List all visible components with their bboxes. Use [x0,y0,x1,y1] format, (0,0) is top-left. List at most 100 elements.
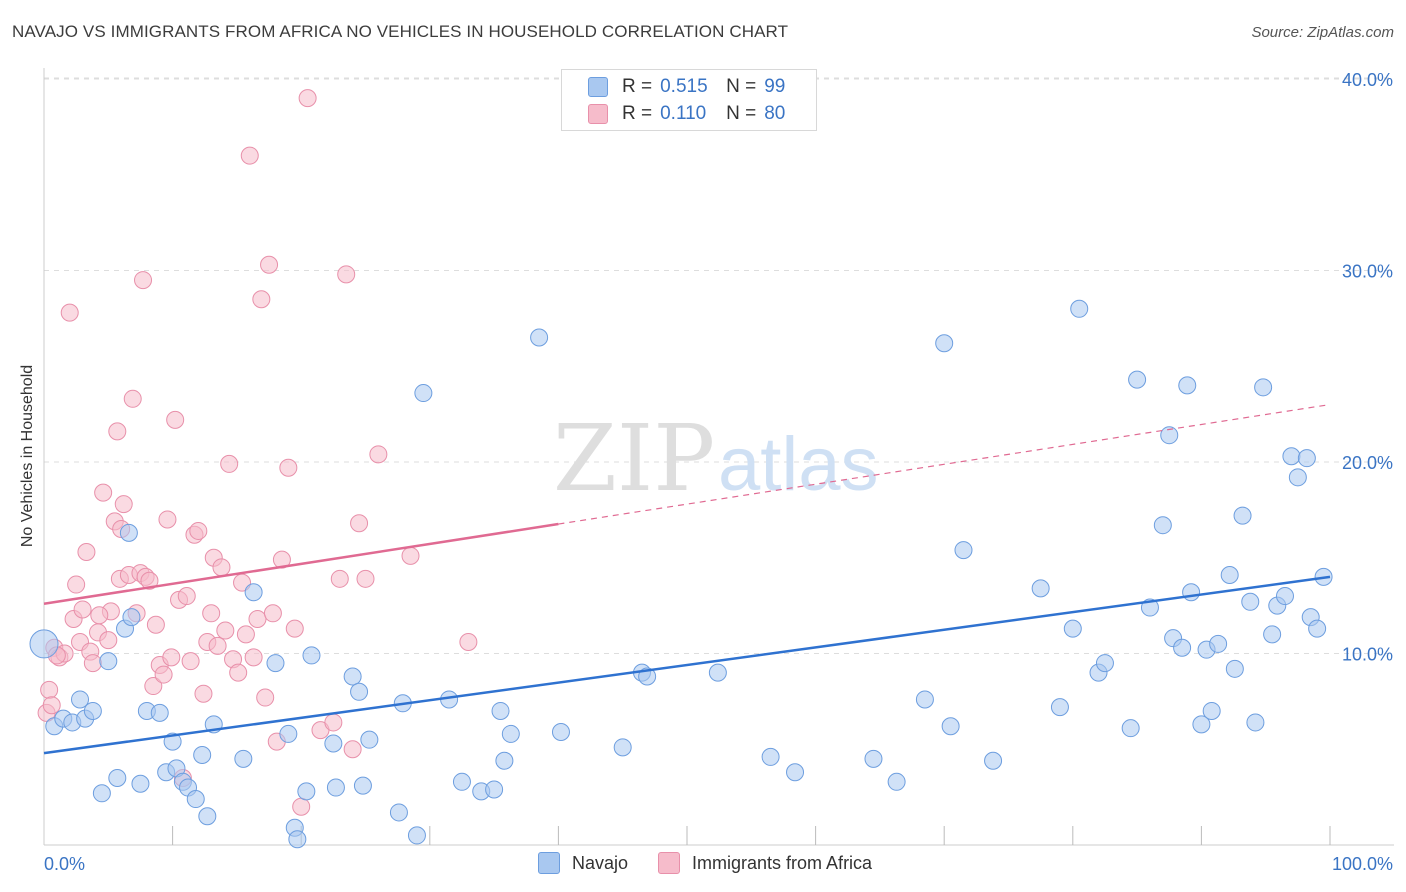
data-point-africa [40,680,59,699]
data-point-navajo [935,334,954,353]
data-point-africa [401,546,420,565]
data-point-africa [158,510,177,529]
legend: R = 0.515 N = 99 R = 0.110 N = 80 [561,69,817,131]
legend-n-label: N = [726,76,757,97]
data-point-navajo [83,701,102,720]
legend-r-label: R = [622,76,653,97]
legend-n-value: 80 [764,103,786,124]
legend-r-value: 0.110 [660,103,707,124]
data-point-navajo [761,747,780,766]
series-africa-points [37,89,478,816]
data-point-africa [240,146,259,165]
data-point-navajo [915,690,934,709]
data-point-navajo [186,790,205,809]
data-point-navajo [864,749,883,768]
data-point-africa [177,587,196,606]
y-tick-label: 40.0% [1342,70,1393,90]
data-point-africa [60,303,79,322]
data-point-africa [166,410,185,429]
data-point-navajo [407,826,426,845]
bottom-legend-navajo: Navajo [538,852,628,874]
legend-n-label: N = [726,103,757,124]
chart-title: NAVAJO VS IMMIGRANTS FROM AFRICA NO VEHI… [12,22,789,41]
data-point-navajo [131,774,150,793]
data-point-africa [216,621,235,640]
data-point-navajo [495,751,514,770]
data-point-africa [114,495,133,514]
data-point-navajo [530,328,549,347]
data-point-africa [285,619,304,638]
data-point-africa [248,610,267,629]
data-point-africa [144,677,163,696]
data-point-africa [83,654,102,673]
legend-n-value: 99 [764,76,786,97]
data-point-navajo [297,782,316,801]
data-point-navajo [954,541,973,560]
watermark-zip: ZIP [553,405,715,512]
data-point-navajo [1153,516,1172,535]
data-point-navajo [485,780,504,799]
data-point-africa [146,615,165,634]
data-point-africa [194,684,213,703]
data-point-navajo [266,654,285,673]
data-point-navajo [279,724,298,743]
trend-lines [43,403,1331,755]
bottom-legend: Navajo Immigrants from Africa [538,852,902,874]
data-point-navajo [613,738,632,757]
data-point-navajo [1182,583,1201,602]
data-point-africa [260,255,279,274]
x-tick-label-max: 100.0% [1332,854,1393,874]
data-point-africa [459,633,478,652]
data-point-navajo [234,749,253,768]
data-point-navajo [1209,634,1228,653]
y-tick-label: 20.0% [1342,453,1393,473]
data-point-navajo [122,608,141,627]
bottom-legend-africa: Immigrants from Africa [658,852,872,874]
data-point-africa [42,696,61,715]
data-point-africa [256,688,275,707]
data-point-navajo [108,768,127,787]
data-point-africa [73,600,92,619]
data-point-africa [279,458,298,477]
data-point-navajo [1095,654,1114,673]
data-point-navajo [92,784,111,803]
data-point-navajo [324,734,343,753]
data-point-navajo [29,629,59,659]
data-point-navajo [71,690,90,709]
source-label: Source: ZipAtlas.com [1251,24,1394,41]
data-point-africa [134,271,153,290]
data-point-navajo [452,772,471,791]
legend-swatch-navajo [588,77,608,97]
data-point-navajo [244,583,263,602]
data-point-navajo [1063,619,1082,638]
data-point-navajo [1220,565,1239,584]
trend-line-africa-extrapolated [558,403,1331,525]
data-point-navajo [1225,659,1244,678]
data-point-navajo [1275,587,1294,606]
data-point-navajo [193,745,212,764]
legend-row-navajo: R = 0.515 N = 99 [588,75,785,99]
data-point-navajo [1241,592,1260,611]
bottom-swatch-navajo [538,852,560,874]
data-point-africa [108,422,127,441]
data-point-navajo [984,751,1003,770]
data-point-africa [292,797,311,816]
data-point-africa [350,514,369,533]
data-point-navajo [360,730,379,749]
data-point-navajo [1128,370,1147,389]
data-point-navajo [163,732,182,751]
data-point-navajo [353,776,372,795]
data-point-navajo [551,723,570,742]
series-navajo-points [29,299,1333,849]
bottom-legend-navajo-label: Navajo [572,852,629,873]
data-point-navajo [1288,468,1307,487]
data-point-navajo [1254,378,1273,397]
data-point-africa [202,604,221,623]
tick-labels: 10.0% 20.0% 30.0% 40.0% 0.0% 100.0% [44,70,1393,874]
y-tick-label: 30.0% [1342,262,1393,282]
trend-line-africa [43,522,559,605]
data-point-navajo [1282,447,1301,466]
data-point-navajo [1308,619,1327,638]
data-point-navajo [1178,376,1197,395]
data-point-navajo [1050,698,1069,717]
